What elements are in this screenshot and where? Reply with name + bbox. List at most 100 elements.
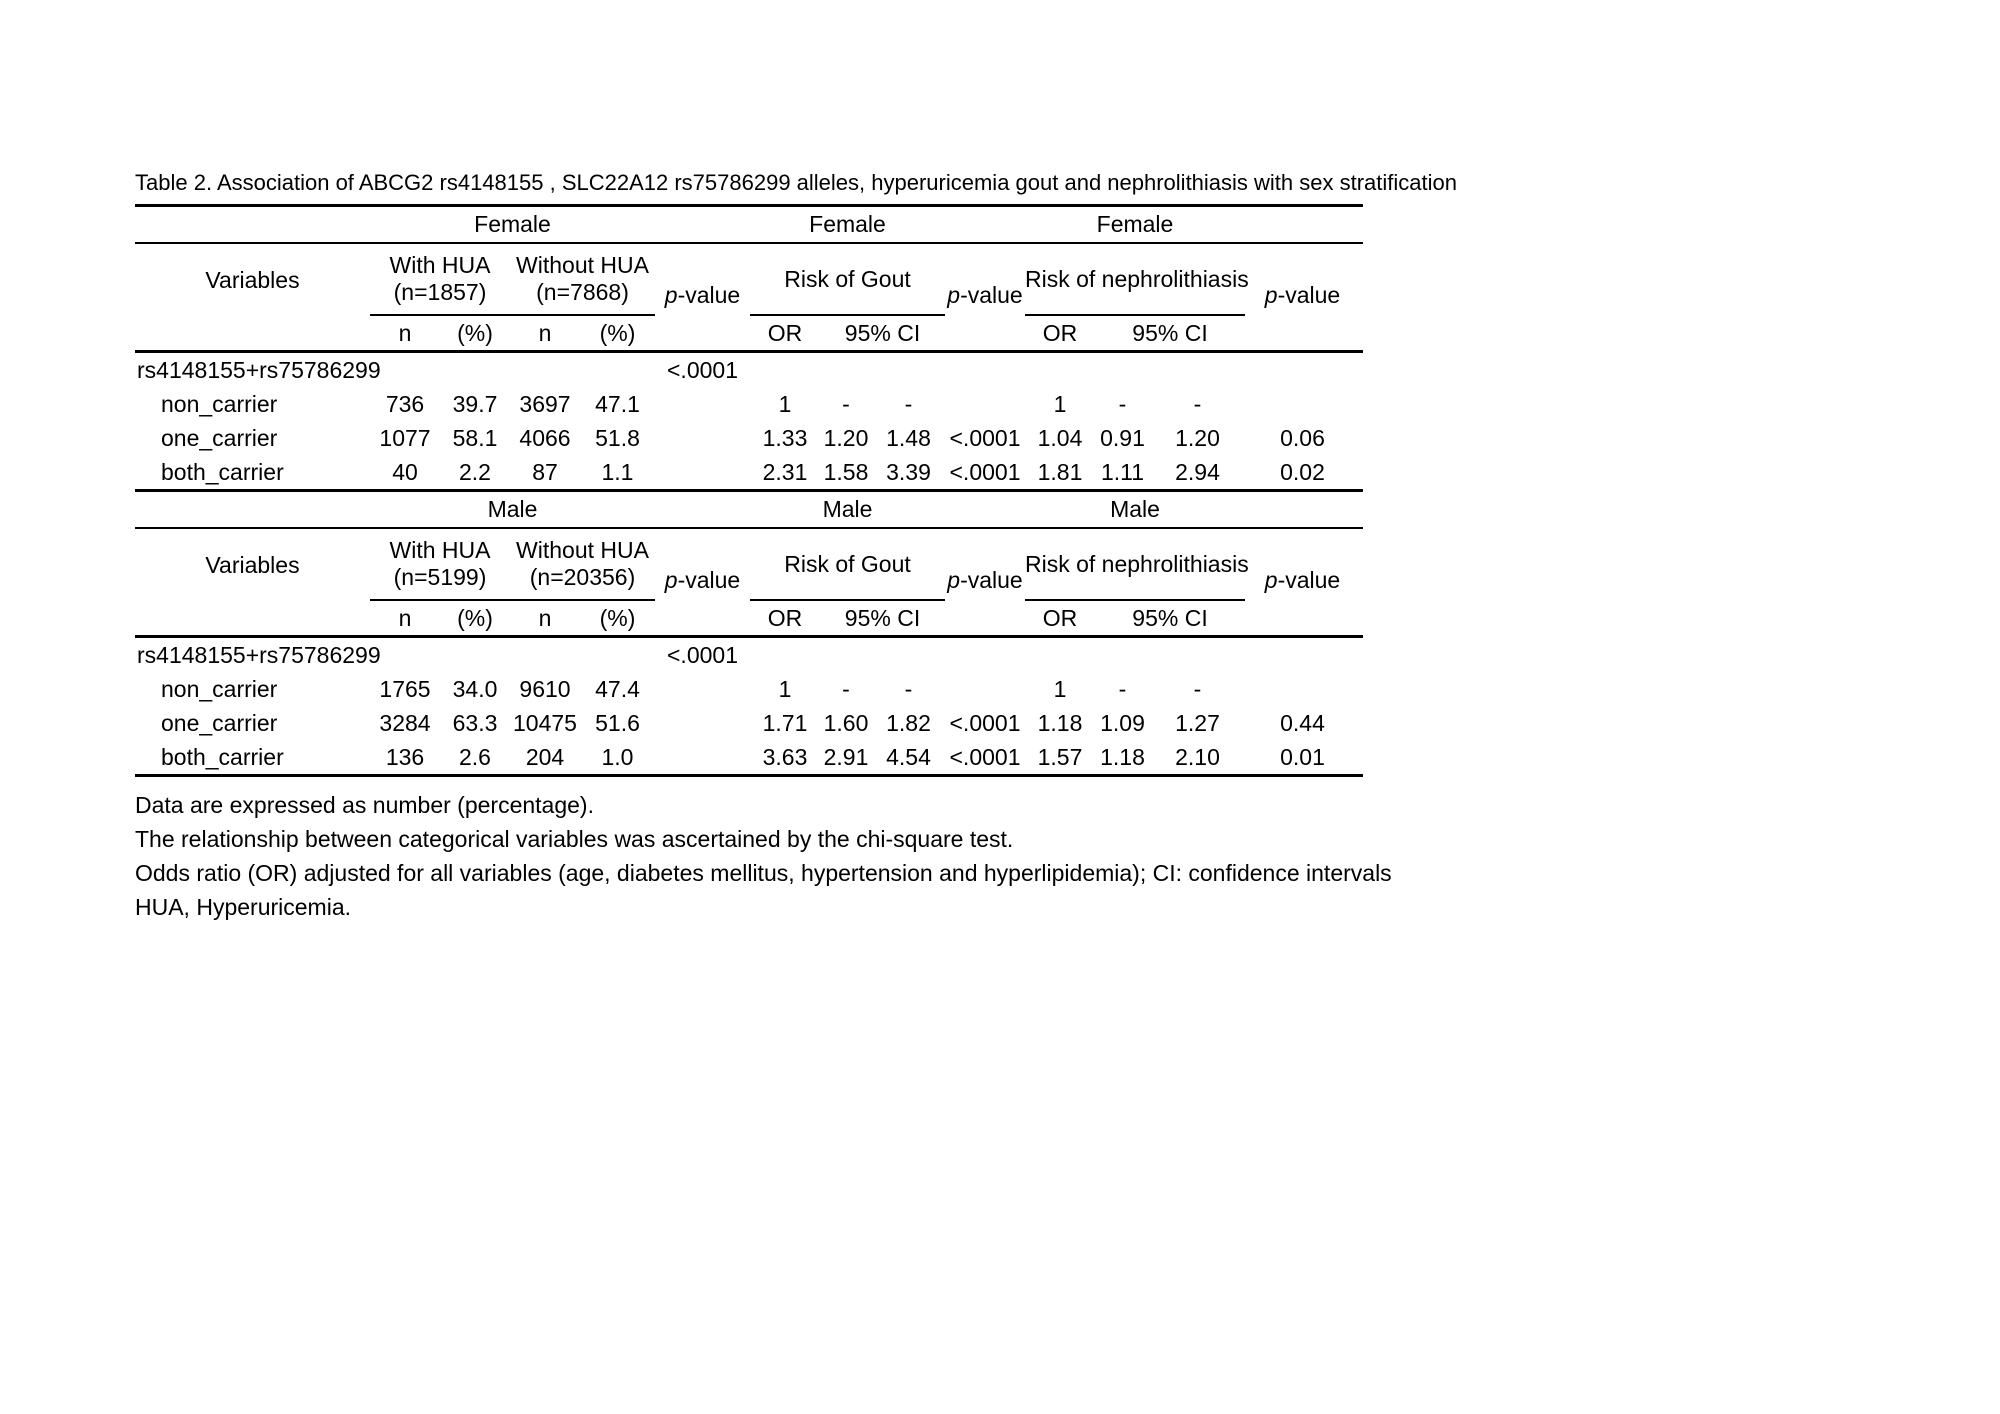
gout-or-cell: 1 bbox=[778, 390, 792, 417]
with-hua-header: With HUA (n=5199) bbox=[370, 529, 510, 601]
with-hua-n-cell: 1765 bbox=[379, 675, 431, 702]
variable-cell: both_carrier bbox=[161, 458, 284, 485]
p-value-header-gout: p-value bbox=[947, 282, 1023, 308]
risk-of-nephrolithiasis-header: Risk of nephrolithiasis bbox=[1025, 529, 1249, 601]
with-hua-n: (n=1857) bbox=[393, 279, 487, 305]
with-hua-n: (n=5199) bbox=[393, 564, 487, 590]
ci-subheader: 95% CI bbox=[844, 319, 921, 346]
neph-ci-low-cell: 1.11 bbox=[1100, 458, 1145, 485]
group-label-hua: Female bbox=[474, 211, 551, 237]
ci-subheader: 95% CI bbox=[844, 604, 921, 631]
p-value-hua-cell: <.0001 bbox=[667, 641, 738, 668]
gout-ci-low-cell: - bbox=[842, 675, 850, 702]
without-hua-n-cell: 204 bbox=[525, 743, 565, 770]
p-value-gout-cell: <.0001 bbox=[949, 458, 1021, 485]
variable-cell: rs4148155+rs75786299 bbox=[137, 641, 381, 668]
footnote: HUA, Hyperuricemia. bbox=[135, 894, 351, 920]
without-hua-pct-cell: 51.6 bbox=[595, 709, 640, 736]
column-header: Variables With HUA (n=5199) Without HUA … bbox=[135, 529, 1363, 638]
gout-ci-high-cell: 1.48 bbox=[886, 424, 931, 451]
with-hua-label: With HUA bbox=[389, 537, 491, 563]
variable-cell: one_carrier bbox=[161, 709, 278, 736]
with-hua-pct-cell: 39.7 bbox=[452, 390, 498, 417]
with-hua-n-cell: 736 bbox=[385, 390, 425, 417]
or-subheader: OR bbox=[1042, 319, 1078, 346]
neph-ci-low-cell: 0.91 bbox=[1100, 424, 1145, 451]
without-hua-label: Without HUA bbox=[516, 252, 649, 278]
p-value-gout-cell: <.0001 bbox=[949, 424, 1021, 451]
with-hua-n-cell: 136 bbox=[385, 743, 425, 770]
or-subheader: OR bbox=[767, 604, 803, 631]
neph-ci-high-cell: 1.27 bbox=[1175, 709, 1220, 736]
with-hua-pct-cell: 58.1 bbox=[452, 424, 498, 451]
gout-ci-low-cell: 2.91 bbox=[823, 743, 869, 770]
without-hua-pct-cell: 47.1 bbox=[595, 390, 640, 417]
section-female: Female Female Female Variables With HUA … bbox=[135, 207, 1363, 489]
without-hua-n: (n=20356) bbox=[529, 564, 636, 590]
table-title: Table 2. Association of ABCG2 rs4148155 … bbox=[135, 170, 1457, 195]
risk-of-nephrolithiasis-header: Risk of nephrolithiasis bbox=[1025, 244, 1249, 316]
neph-ci-low-cell: - bbox=[1118, 390, 1127, 417]
neph-ci-low-cell: - bbox=[1118, 675, 1127, 702]
variable-cell: non_carrier bbox=[161, 675, 278, 702]
p-value-neph-cell: 0.02 bbox=[1280, 458, 1325, 485]
gout-ci-high-cell: 4.54 bbox=[886, 743, 931, 770]
footnote: Odds ratio (OR) adjusted for all variabl… bbox=[135, 860, 1392, 886]
with-hua-pct-cell: 2.2 bbox=[459, 458, 491, 485]
footnote: Data are expressed as number (percentage… bbox=[135, 792, 594, 818]
p-value-gout-cell: <.0001 bbox=[949, 743, 1021, 770]
p-value-neph-cell: 0.01 bbox=[1280, 743, 1325, 770]
variables-header: Variables bbox=[205, 551, 300, 578]
gout-ci-low-cell: - bbox=[842, 390, 850, 417]
gout-ci-high-cell: - bbox=[904, 675, 913, 702]
gout-ci-low-cell: 1.58 bbox=[823, 458, 869, 485]
without-hua-n-cell: 9610 bbox=[519, 675, 571, 702]
without-hua-n-cell: 10475 bbox=[513, 709, 577, 736]
group-header-row: Female Female Female bbox=[135, 207, 1363, 244]
ci-subheader: 95% CI bbox=[1132, 604, 1208, 631]
neph-or-cell: 1.57 bbox=[1037, 743, 1083, 770]
group-label-hua: Male bbox=[487, 496, 538, 522]
neph-ci-high-cell: - bbox=[1193, 390, 1202, 417]
gout-ci-high-cell: - bbox=[904, 390, 913, 417]
ci-subheader: 95% CI bbox=[1132, 319, 1208, 346]
without-hua-label: Without HUA bbox=[516, 537, 649, 563]
neph-or-cell: 1.18 bbox=[1037, 709, 1083, 736]
or-subheader: OR bbox=[767, 319, 803, 346]
without-hua-n-cell: 4066 bbox=[519, 424, 571, 451]
pct-subheader: (%) bbox=[599, 319, 636, 346]
group-label-gout: Female bbox=[809, 211, 886, 237]
table-row: one_carrier 1077 58.1 4066 51.8 1.33 1.2… bbox=[135, 421, 1363, 455]
variable-cell: rs4148155+rs75786299 bbox=[137, 356, 381, 383]
section-male: Male Male Male Variables With HUA (n=519… bbox=[135, 489, 1363, 774]
footnote: The relationship between categorical var… bbox=[135, 826, 1014, 852]
table-row: rs4148155+rs75786299 <.0001 bbox=[135, 638, 1363, 672]
neph-or-cell: 1 bbox=[1053, 675, 1067, 702]
pct-subheader: (%) bbox=[599, 604, 636, 631]
p-value-header-neph: p-value bbox=[1264, 567, 1341, 593]
table-row: non_carrier 1765 34.0 9610 47.4 1 - - 1 … bbox=[135, 672, 1363, 706]
or-subheader: OR bbox=[1042, 604, 1078, 631]
gout-ci-low-cell: 1.20 bbox=[823, 424, 869, 451]
table2-figure: Table 2. Association of ABCG2 rs4148155 … bbox=[135, 170, 1457, 924]
n-subheader: n bbox=[538, 604, 552, 631]
neph-ci-low-cell: 1.09 bbox=[1100, 709, 1145, 736]
group-header-row: Male Male Male bbox=[135, 492, 1363, 529]
group-label-neph: Female bbox=[1096, 211, 1174, 237]
variable-cell: non_carrier bbox=[161, 390, 278, 417]
gout-or-cell: 1.33 bbox=[762, 424, 808, 451]
with-hua-n-cell: 40 bbox=[392, 458, 418, 485]
gout-ci-low-cell: 1.60 bbox=[823, 709, 869, 736]
with-hua-n-cell: 1077 bbox=[379, 424, 431, 451]
gout-ci-high-cell: 1.82 bbox=[886, 709, 931, 736]
gout-or-cell: 1 bbox=[778, 675, 792, 702]
p-value-gout-cell: <.0001 bbox=[949, 709, 1021, 736]
gout-or-cell: 3.63 bbox=[762, 743, 808, 770]
without-hua-pct-cell: 51.8 bbox=[595, 424, 640, 451]
without-hua-pct-cell: 47.4 bbox=[595, 675, 640, 702]
with-hua-pct-cell: 2.6 bbox=[459, 743, 491, 770]
without-hua-n-cell: 3697 bbox=[519, 390, 571, 417]
without-hua-pct-cell: 1.0 bbox=[601, 743, 634, 770]
p-value-header-hua: p-value bbox=[664, 282, 741, 308]
